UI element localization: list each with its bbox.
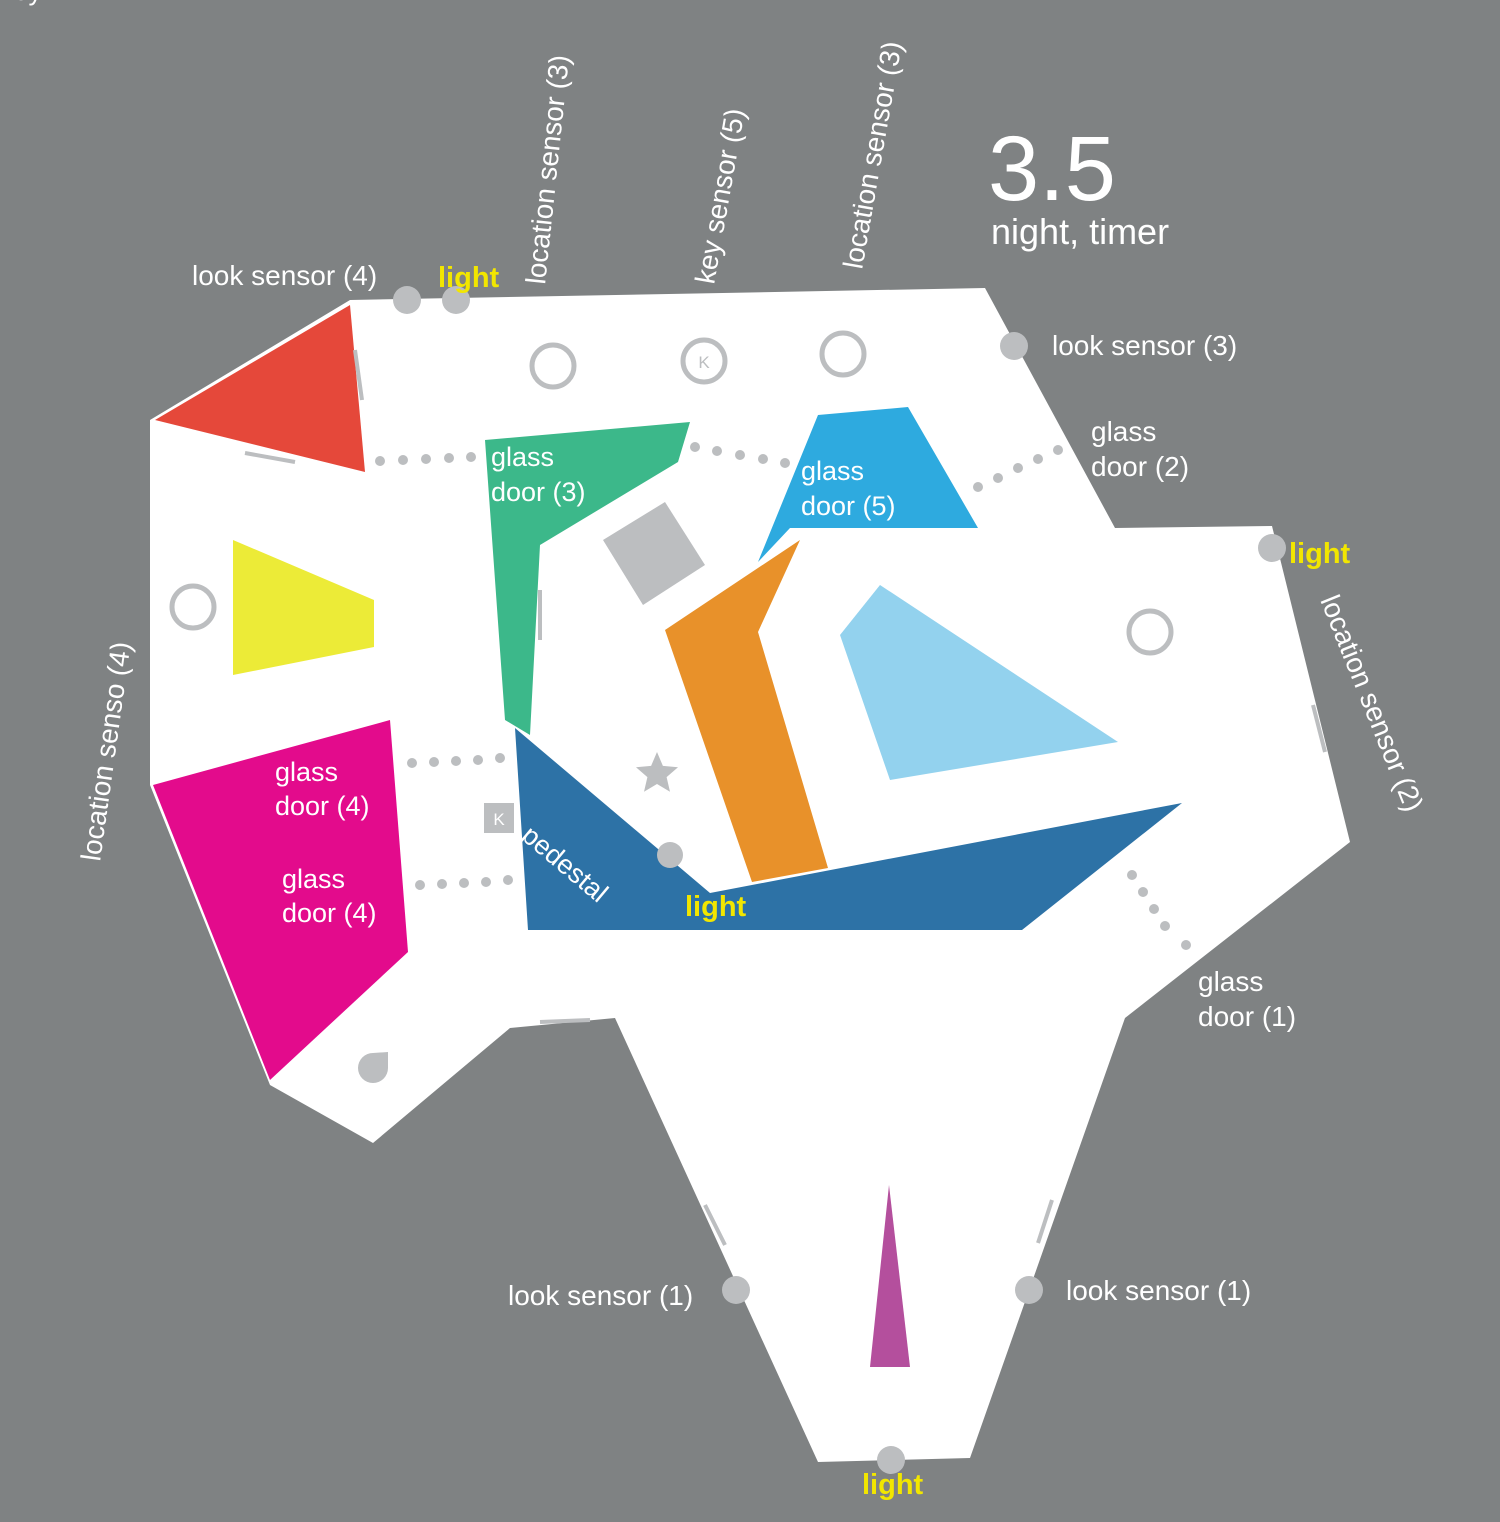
- look-sensor-1-left-dot: [722, 1276, 750, 1304]
- label-location-sensor-3-a: location sensor (3): [520, 53, 575, 285]
- label-glass-door-2: glass door (2): [1091, 416, 1189, 482]
- label-glass-door-4-a: glass door (4): [275, 757, 370, 821]
- light-bottom-dot: [877, 1446, 905, 1474]
- light-blue-block: [840, 585, 1118, 780]
- gray-square-block: [603, 502, 705, 605]
- green-block: [485, 422, 690, 735]
- look-sensor-4-dot: [393, 286, 421, 314]
- label-look-sensor-4: look sensor (4): [192, 260, 377, 291]
- key-sensor-5-ring: K: [680, 337, 728, 385]
- label-key-sensor-5: key sensor (5): [689, 106, 750, 286]
- purple-spike-block: [870, 1185, 910, 1367]
- key-marker-letter: K: [493, 810, 505, 829]
- label-look-sensor-1-right: look sensor (1): [1066, 1275, 1251, 1306]
- dark-blue-block: [515, 728, 1182, 930]
- glass-door-dots: [375, 442, 1191, 950]
- label-key-pedestal: key: [0, 0, 43, 6]
- label-glass-door-1: glass door (1): [1198, 966, 1296, 1032]
- sensor-dots: [393, 286, 1286, 1474]
- location-sensor-4-ring: [169, 583, 217, 631]
- label-light-bottom: light: [862, 1469, 924, 1501]
- label-glass-door-4-b: glass door (4): [282, 864, 377, 928]
- label-look-sensor-1-left: look sensor (1): [508, 1280, 693, 1311]
- light-center-dot: [657, 842, 683, 868]
- label-look-sensor-3: look sensor (3): [1052, 330, 1237, 361]
- label-location-sensor-3-b: location sensor (3): [837, 39, 908, 271]
- location-sensor-3-ring-b: [819, 330, 867, 378]
- star-icon: [636, 752, 678, 792]
- wall-marks: [244, 349, 1327, 1246]
- label-light-right: light: [1289, 538, 1351, 570]
- drop-icon: [358, 1052, 388, 1083]
- label-location-sensor-4: location senso (4): [75, 640, 136, 863]
- key-marker-square: K: [484, 803, 514, 833]
- look-sensor-1-right-dot: [1015, 1276, 1043, 1304]
- sky-blue-block: [758, 407, 978, 562]
- level-subtitle: night, timer: [991, 211, 1169, 252]
- level-number: 3.5: [988, 118, 1116, 220]
- label-light-top: light: [438, 262, 500, 294]
- yellow-block: [233, 540, 374, 675]
- label-light-center: light: [685, 891, 747, 923]
- label-glass-door-5: glass door (5): [801, 456, 896, 521]
- location-sensor-2-ring: [1126, 608, 1174, 656]
- light-right-dot: [1258, 534, 1286, 562]
- orange-block: [665, 540, 828, 882]
- look-sensor-3-dot: [1000, 332, 1028, 360]
- label-glass-door-3: glass door (3): [491, 442, 586, 507]
- location-sensor-3-ring-a: [529, 342, 577, 390]
- light-top-dot: [442, 286, 470, 314]
- key-sensor-5-letter: K: [698, 353, 710, 372]
- red-triangle-block: [155, 305, 365, 472]
- magenta-block: [153, 720, 408, 1080]
